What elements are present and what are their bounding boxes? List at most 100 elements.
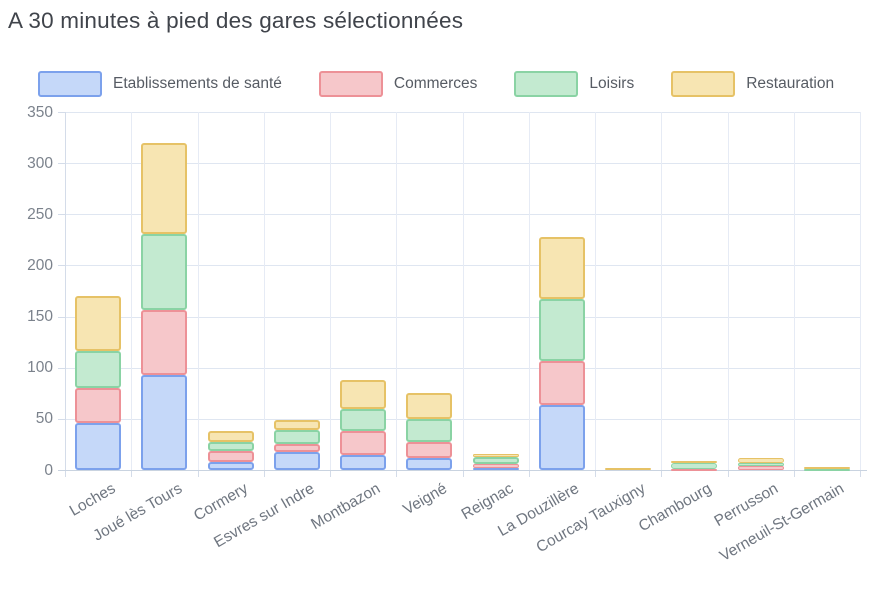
y-axis-tick-label-250: 250 (27, 205, 53, 223)
y-axis-tick-50 (58, 418, 65, 420)
bar-veigne-loisirs[interactable] (406, 418, 453, 443)
bar-chambourg-loisirs[interactable] (671, 462, 718, 469)
bar-veigne-commerces[interactable] (406, 442, 453, 458)
legend-item-etablissements-de-sante[interactable]: Etablissements de santé (38, 71, 282, 97)
x-axis-tick-2 (197, 470, 199, 477)
gridline-x-7 (528, 112, 530, 470)
bar-chambourg-restauration[interactable] (671, 460, 718, 463)
y-axis-tick-label-0: 0 (44, 461, 53, 479)
y-axis-tick-label-50: 50 (35, 410, 53, 428)
bar-la-douzillere-restauration[interactable] (538, 236, 585, 300)
bar-perrusson-restauration[interactable] (737, 457, 784, 463)
bar-verneuil-st-germain-loisirs[interactable] (803, 468, 850, 471)
gridline-x-11 (793, 112, 795, 470)
bar-esvres-sur-indre-etablissements-de-sante[interactable] (273, 451, 320, 470)
y-axis-tick-150 (58, 316, 65, 318)
bar-loches-commerces[interactable] (75, 388, 122, 423)
bar-joue-les-tours-loisirs[interactable] (141, 233, 188, 311)
gridline-x-10 (727, 112, 729, 470)
gridline-x-3 (263, 112, 265, 470)
chart-title: A 30 minutes à pied des gares sélectionn… (8, 8, 464, 33)
x-axis-category-label-veigne: Veigné (400, 480, 450, 519)
bar-reignac-restauration[interactable] (472, 453, 519, 457)
bar-reignac-commerces[interactable] (472, 463, 519, 468)
legend-label-etablissements-de-sante: Etablissements de santé (113, 75, 282, 92)
legend-swatch-restauration (671, 71, 736, 97)
y-axis-tick-200 (58, 265, 65, 267)
x-axis-category-label-montbazon: Montbazon (308, 480, 384, 534)
gridline-x-8 (595, 112, 596, 470)
y-axis-tick-label-150: 150 (27, 308, 53, 326)
gridline-x-6 (462, 112, 464, 470)
bar-loches-etablissements-de-sante[interactable] (75, 422, 122, 470)
legend-item-restauration[interactable]: Restauration (671, 71, 834, 97)
x-axis-category-label-verneuil-st-germain: Verneuil-St-Germain (717, 480, 848, 565)
legend-swatch-loisirs (514, 71, 579, 97)
y-axis-tick-250 (58, 214, 65, 216)
bar-cormery-etablissements-de-sante[interactable] (207, 461, 254, 470)
x-axis-tick-11 (793, 470, 795, 477)
bar-cormery-restauration[interactable] (207, 431, 254, 443)
bar-la-douzillere-etablissements-de-sante[interactable] (538, 404, 585, 470)
x-axis-category-label-loches: Loches (66, 480, 119, 520)
bar-esvres-sur-indre-loisirs[interactable] (273, 430, 320, 445)
legend-swatch-commerces (318, 71, 383, 97)
legend-label-restauration: Restauration (746, 75, 835, 92)
gridline-x-12 (860, 112, 861, 470)
bar-verneuil-st-germain-restauration[interactable] (803, 466, 850, 469)
bar-reignac-etablissements-de-sante[interactable] (472, 467, 519, 470)
bar-esvres-sur-indre-restauration[interactable] (273, 419, 320, 431)
x-axis-tick-1 (131, 470, 133, 477)
gridline-x-1 (131, 112, 133, 470)
legend-swatch-etablissements-de-sante (38, 71, 102, 97)
bar-la-douzillere-commerces[interactable] (538, 360, 585, 405)
bar-la-douzillere-loisirs[interactable] (538, 299, 585, 361)
bar-montbazon-restauration[interactable] (340, 379, 387, 409)
bar-perrusson-commerces[interactable] (737, 465, 784, 470)
chart-legend: Etablissements de santé Commerces Loisirs R… (38, 70, 871, 98)
bar-montbazon-commerces[interactable] (340, 431, 387, 455)
bar-montbazon-etablissements-de-sante[interactable] (340, 454, 387, 470)
legend-label-commerces: Commerces (393, 75, 478, 92)
bar-montbazon-loisirs[interactable] (340, 408, 387, 432)
x-axis-tick-0 (65, 470, 66, 477)
y-axis-tick-350 (58, 112, 65, 113)
bar-joue-les-tours-restauration[interactable] (141, 142, 188, 234)
bar-cormery-commerces[interactable] (207, 450, 254, 462)
y-axis-tick-label-200: 200 (27, 256, 53, 274)
bar-esvres-sur-indre-commerces[interactable] (273, 444, 320, 452)
gridline-x-2 (197, 112, 199, 470)
legend-item-commerces[interactable]: Commerces (318, 71, 478, 97)
y-axis-line (65, 112, 66, 471)
gridline-x-5 (396, 112, 398, 470)
y-axis-tick-100 (58, 367, 65, 369)
x-axis-line (58, 470, 867, 471)
y-axis-tick-label-350: 350 (27, 103, 53, 121)
y-axis-tick-label-100: 100 (27, 359, 53, 377)
x-axis-category-label-chambourg: Chambourg (636, 480, 715, 536)
bar-joue-les-tours-commerces[interactable] (141, 310, 188, 375)
legend-item-loisirs[interactable]: Loisirs (514, 71, 634, 97)
bar-chambourg-commerces[interactable] (671, 468, 718, 471)
x-axis-tick-12 (860, 470, 861, 477)
bar-courcay-tauxigny-restauration[interactable] (605, 467, 652, 470)
gridline-x-4 (330, 112, 331, 470)
x-axis-tick-7 (528, 470, 530, 477)
x-axis-tick-8 (595, 470, 596, 477)
x-axis-tick-4 (330, 470, 331, 477)
gridline-x-9 (661, 112, 663, 470)
bar-loches-restauration[interactable] (75, 296, 122, 352)
x-axis-tick-6 (462, 470, 464, 477)
y-axis-tick-label-300: 300 (27, 154, 53, 172)
bar-joue-les-tours-etablissements-de-sante[interactable] (141, 374, 188, 470)
bar-cormery-loisirs[interactable] (207, 442, 254, 451)
bar-reignac-loisirs[interactable] (472, 456, 519, 464)
x-axis-tick-3 (263, 470, 265, 477)
y-axis-tick-300 (58, 163, 65, 165)
bar-loches-loisirs[interactable] (75, 351, 122, 389)
x-axis-tick-5 (396, 470, 398, 477)
bar-veigne-restauration[interactable] (406, 393, 453, 419)
bar-perrusson-loisirs[interactable] (737, 462, 784, 466)
bar-veigne-etablissements-de-sante[interactable] (406, 457, 453, 470)
